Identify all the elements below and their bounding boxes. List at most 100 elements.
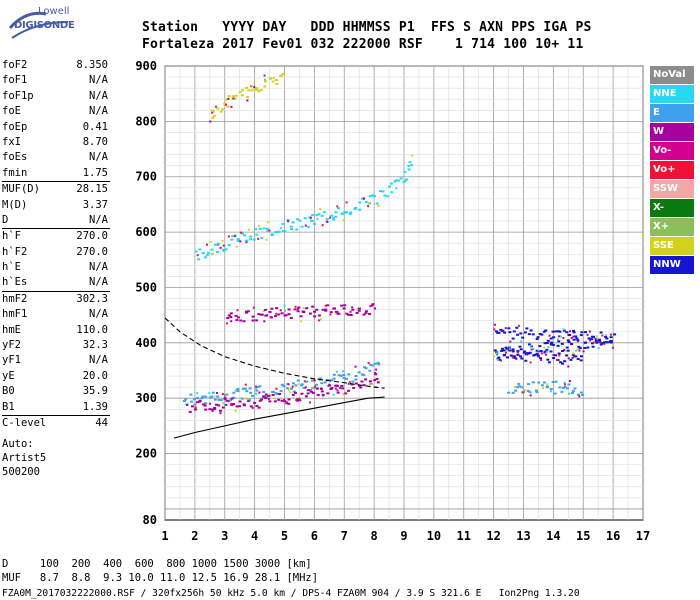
echo-point	[529, 361, 532, 364]
y-tick-label: 900	[135, 59, 157, 73]
echo-point	[540, 352, 543, 355]
echo-point	[241, 387, 245, 390]
echo-point	[263, 74, 266, 77]
echo-point	[557, 340, 561, 343]
echo-point	[268, 400, 272, 403]
echo-point	[545, 385, 549, 388]
echo-point	[234, 94, 238, 97]
echo-point	[275, 312, 278, 315]
echo-point	[285, 401, 288, 404]
echo-point	[501, 329, 505, 332]
echo-point	[226, 105, 230, 108]
echo-point	[315, 214, 319, 217]
echo-point	[377, 363, 381, 366]
echo-point	[387, 185, 391, 188]
echo-point	[280, 312, 284, 315]
echo-point	[291, 221, 295, 224]
echo-point	[590, 338, 594, 341]
param-row: B0 35.9	[2, 384, 110, 399]
echo-point	[514, 385, 517, 388]
echo-point	[189, 393, 193, 396]
echo-point	[240, 89, 244, 92]
param-row: yF2 32.3	[2, 338, 110, 353]
echo-point	[225, 393, 229, 396]
echo-point	[221, 393, 224, 396]
echo-point	[352, 386, 356, 389]
echo-point	[321, 308, 325, 311]
echo-point	[513, 356, 517, 359]
echo-point	[247, 228, 250, 231]
echo-point	[284, 314, 288, 317]
param-label: yE	[2, 369, 15, 382]
echo-point	[264, 314, 268, 317]
param-value: 110.0	[76, 323, 108, 336]
echo-point	[517, 324, 520, 327]
param-row: M(D) 3.37	[2, 198, 110, 213]
echo-point	[329, 313, 332, 316]
echo-point	[224, 98, 228, 101]
echo-point	[507, 391, 511, 394]
echo-point	[228, 399, 232, 402]
echo-point	[567, 383, 571, 386]
echo-point	[562, 336, 565, 339]
echo-point	[566, 339, 570, 342]
echo-point	[221, 406, 225, 409]
echo-point	[321, 394, 324, 397]
param-row: yF1 N/A	[2, 353, 110, 368]
echo-point	[502, 349, 506, 352]
y-tick-label: 200	[135, 447, 157, 461]
echo-point	[213, 408, 217, 411]
param-label: B0	[2, 385, 15, 398]
echo-point	[527, 352, 531, 355]
echo-point	[332, 393, 335, 396]
echo-point	[368, 195, 372, 198]
echo-point	[302, 387, 306, 390]
echo-point	[222, 244, 225, 247]
echo-point	[506, 349, 509, 352]
echo-point	[386, 195, 390, 198]
echo-point	[222, 249, 226, 252]
param-value: 44	[95, 416, 108, 429]
echo-point	[373, 379, 377, 382]
echo-point	[239, 319, 243, 322]
echo-point	[212, 114, 216, 117]
echo-point	[371, 194, 375, 197]
echo-point	[563, 348, 566, 351]
echo-point	[499, 359, 502, 362]
echo-point	[551, 381, 555, 384]
autoscale-line3: 500200	[2, 466, 40, 479]
echo-point	[341, 387, 345, 390]
echo-point	[236, 390, 240, 393]
echo-point	[577, 345, 581, 348]
echo-point	[250, 84, 253, 87]
echo-point	[268, 77, 272, 80]
echo-point	[336, 312, 340, 315]
echo-point	[305, 307, 309, 310]
echo-point	[519, 332, 523, 335]
echo-point	[236, 388, 240, 391]
param-row: foEp 0.41	[2, 120, 110, 135]
param-label: D	[2, 213, 9, 226]
echo-point	[556, 344, 560, 347]
echo-point	[542, 381, 546, 384]
echo-point	[236, 316, 240, 319]
echo-point	[304, 224, 307, 227]
echo-point	[335, 312, 338, 315]
echo-point	[291, 382, 295, 385]
echo-point	[259, 398, 263, 401]
echo-point	[255, 319, 259, 322]
echo-point	[578, 347, 582, 350]
echo-point	[563, 383, 566, 386]
param-value: 32.3	[82, 339, 108, 352]
echo-point	[516, 386, 520, 389]
echo-point	[612, 343, 615, 346]
echo-point	[196, 254, 199, 257]
echo-point	[559, 361, 563, 364]
echo-point	[193, 398, 197, 401]
echo-point	[568, 380, 571, 383]
echo-point	[217, 404, 221, 407]
echo-point	[571, 353, 575, 356]
echo-point	[279, 389, 283, 392]
x-tick-label: 5	[281, 529, 288, 543]
echo-point	[215, 391, 218, 394]
